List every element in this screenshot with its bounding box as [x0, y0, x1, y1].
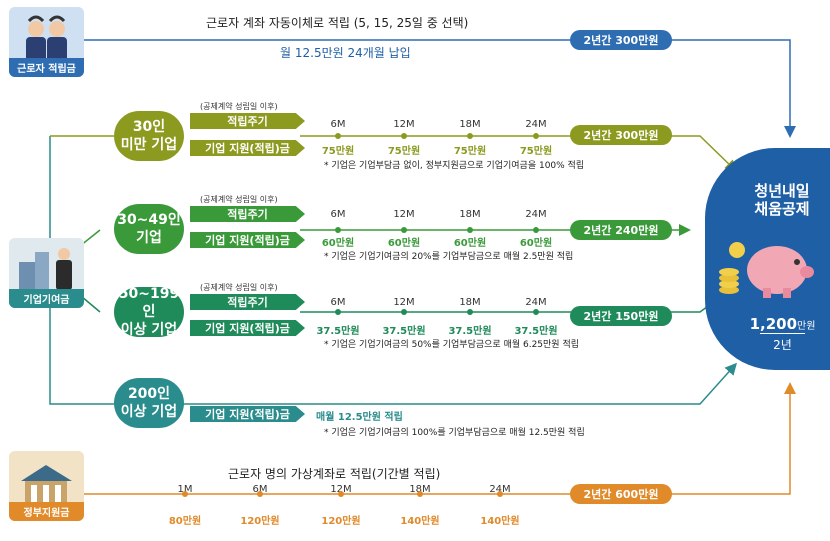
- tier2-contract-note: (공제계약 성립일 이후): [200, 195, 278, 204]
- tier2-milestone: 12M: [393, 209, 415, 220]
- tier1-milestone: 18M: [459, 119, 481, 130]
- tier2-label: 30~49인 기업: [114, 204, 184, 254]
- tier2-milestone: 24M: [525, 209, 547, 220]
- tier4-support-tab: 기업 지원(적립)금: [190, 406, 305, 422]
- tier1-support-tab: 기업 지원(적립)금: [190, 140, 305, 156]
- worker-caption: 근로자 적립금: [9, 58, 84, 77]
- gov-dot: [257, 491, 263, 497]
- result-title-line2: 채움공제: [754, 200, 810, 218]
- tier3-footnote: * 기업은 기업기여금의 50%를 기업부담금으로 매월 6.25만원 적립: [324, 340, 580, 350]
- gov-amount: 140만원: [400, 516, 440, 527]
- tier3-contract-note: (공제계약 성립일 이후): [200, 283, 278, 292]
- tier3-dot: [467, 309, 473, 315]
- result-amount: 1,200만원: [735, 314, 830, 333]
- company-caption: 기업기여금: [9, 289, 84, 308]
- tier3-milestone: 12M: [393, 297, 415, 308]
- worker-heading: 근로자 계좌 자동이체로 적립 (5, 15, 25일 중 선택): [206, 16, 469, 30]
- gov-dot: [417, 491, 423, 497]
- gov-milestone: 1M: [177, 484, 193, 495]
- tier1-amount: 75만원: [519, 146, 553, 157]
- tier3-label: 50~199인 이상 기업: [114, 286, 184, 338]
- result-title: 청년내일 채움공제: [732, 182, 830, 218]
- gov-milestone: 18M: [409, 484, 431, 495]
- tier3-dot: [335, 309, 341, 315]
- tier1-dot: [335, 133, 341, 139]
- tier4-monthly: 매월 12.5만원 적립: [316, 412, 403, 423]
- worker-source-card: 근로자 적립금: [9, 7, 84, 77]
- tier1-milestone: 24M: [525, 119, 547, 130]
- gov-amount: 120만원: [321, 516, 361, 527]
- gov-dot: [497, 491, 503, 497]
- tier3-amount: 37.5만원: [448, 326, 492, 337]
- tier1-milestone: 6M: [330, 119, 346, 130]
- gov-dot: [338, 491, 344, 497]
- result-period: 2년: [773, 338, 792, 352]
- government-heading: 근로자 명의 가상계좌로 적립(기간별 적립): [228, 467, 441, 481]
- tier2-dot: [335, 227, 341, 233]
- worker-total: 2년간 300만원: [570, 30, 672, 50]
- gov-amount: 80만원: [168, 516, 202, 527]
- tier2-dot: [401, 227, 407, 233]
- tier2-footnote: * 기업은 기업기여금의 20%를 기업부담금으로 매월 2.5만원 적립: [324, 252, 574, 262]
- gov-milestone: 12M: [330, 484, 352, 495]
- tier2-amount: 60만원: [453, 238, 487, 249]
- tier1-cycle-tab: 적립주기: [190, 113, 305, 129]
- tier1-amount: 75만원: [453, 146, 487, 157]
- tier1-dot: [533, 133, 539, 139]
- tier3-dot: [401, 309, 407, 315]
- tier1-amount: 75만원: [387, 146, 421, 157]
- tier2-amount: 60만원: [387, 238, 421, 249]
- tier1-footnote: * 기업은 기업부담금 없이, 정부지원금으로 기업기여금을 100% 적립: [324, 161, 585, 171]
- tier3-milestone: 6M: [330, 297, 346, 308]
- tier3-dot: [533, 309, 539, 315]
- result-amount-value: 1,200: [749, 315, 798, 333]
- tier3-cycle-tab: 적립주기: [190, 294, 305, 310]
- tier2-dot: [467, 227, 473, 233]
- tier4-label: 200인 이상 기업: [114, 378, 184, 428]
- tier3-milestone: 24M: [525, 297, 547, 308]
- tier3-support-tab: 기업 지원(적립)금: [190, 320, 305, 336]
- tier1-dot: [467, 133, 473, 139]
- result-title-line1: 청년내일: [754, 182, 810, 200]
- tier2-support-tab: 기업 지원(적립)금: [190, 232, 305, 248]
- tier1-label: 30인 미만 기업: [114, 111, 184, 161]
- tier2-milestone: 6M: [330, 209, 346, 220]
- piggy-bank-icon: [719, 242, 814, 298]
- tier2-dot: [533, 227, 539, 233]
- tier2-amount: 60만원: [519, 238, 553, 249]
- tier3-amount: 37.5만원: [316, 326, 360, 337]
- gov-amount: 120만원: [240, 516, 280, 527]
- tier4-footnote: * 기업은 기업기여금의 100%를 기업부담금으로 매월 12.5만원 적립: [324, 428, 585, 438]
- tier1-contract-note: (공제계약 성립일 이후): [200, 102, 278, 111]
- government-caption: 정부지원금: [9, 502, 84, 521]
- tier2-total: 2년간 240만원: [570, 220, 672, 240]
- tier3-amount: 37.5만원: [514, 326, 558, 337]
- result-amount-unit: 만원: [797, 321, 816, 332]
- tier1-amount: 75만원: [321, 146, 355, 157]
- gov-dot: [182, 491, 188, 497]
- tier2-milestone: 18M: [459, 209, 481, 220]
- gov-amount: 140만원: [480, 516, 520, 527]
- tier1-dot: [401, 133, 407, 139]
- tier1-total: 2년간 300만원: [570, 125, 672, 145]
- government-total: 2년간 600만원: [570, 484, 672, 504]
- tier3-total: 2년간 150만원: [570, 306, 672, 326]
- worker-subheading: 월 12.5만원 24개월 납입: [280, 46, 411, 60]
- tier3-amount: 37.5만원: [382, 326, 426, 337]
- gov-milestone: 6M: [252, 484, 268, 495]
- tier2-cycle-tab: 적립주기: [190, 206, 305, 222]
- result-divider: [760, 333, 805, 334]
- company-source-card: 기업기여금: [9, 238, 84, 308]
- gov-milestone: 24M: [489, 484, 511, 495]
- government-source-card: 정부지원금: [9, 451, 84, 521]
- tier1-milestone: 12M: [393, 119, 415, 130]
- tier3-milestone: 18M: [459, 297, 481, 308]
- tier2-amount: 60만원: [321, 238, 355, 249]
